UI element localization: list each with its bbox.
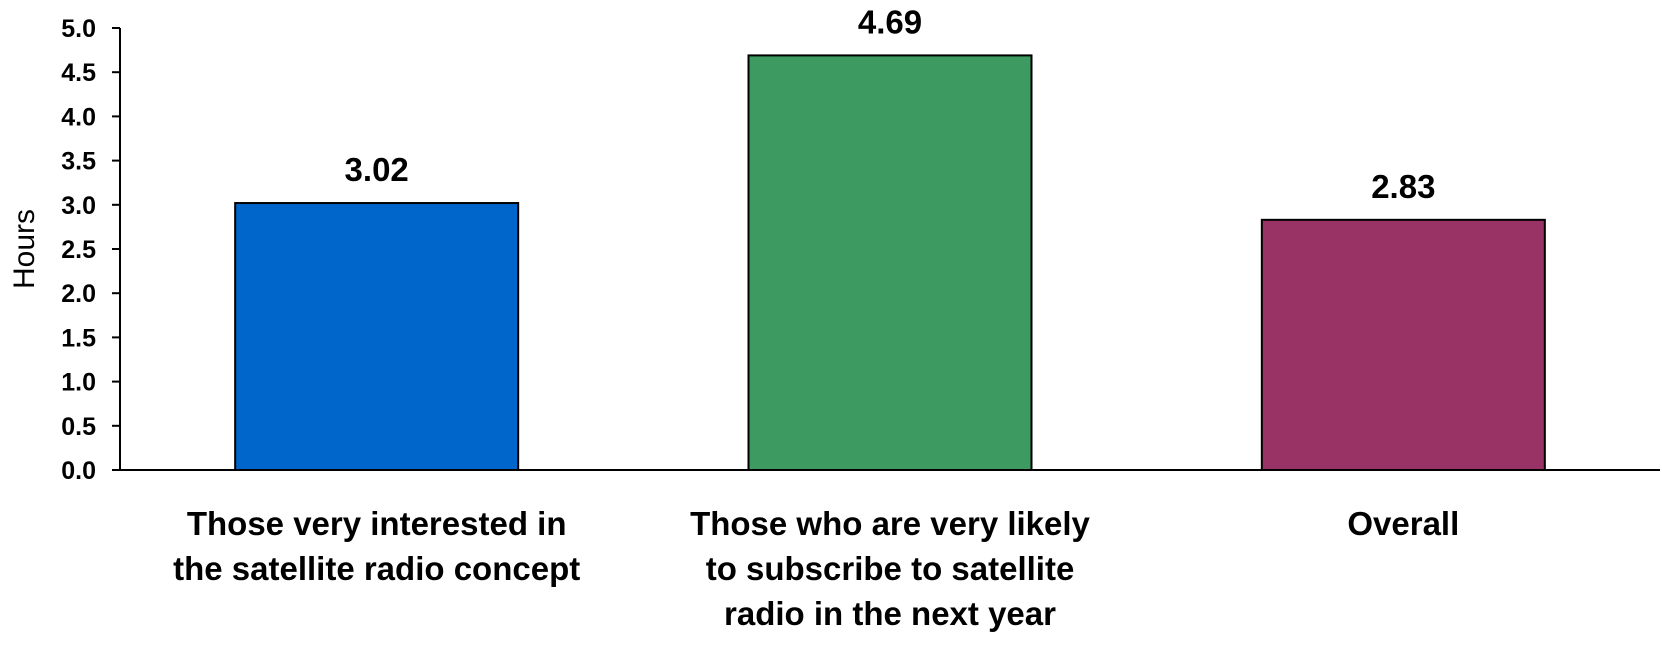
y-tick-label: 5.0 (61, 15, 96, 43)
x-tick-label-line: the satellite radio concept (173, 550, 580, 587)
y-tick-label: 0.5 (61, 413, 96, 441)
y-tick-label: 4.0 (61, 103, 96, 131)
data-label: 2.83 (1371, 168, 1435, 205)
y-tick-label: 2.5 (61, 236, 96, 264)
y-axis: 0.0 0.5 1.0 1.5 2.0 2.5 3.0 3.5 4.0 4.5 5.0 (61, 15, 121, 485)
x-tick-label-line: Overall (1347, 505, 1459, 542)
data-label: 4.69 (858, 3, 922, 40)
y-tick-label: 3.5 (61, 148, 96, 176)
data-label: 3.02 (345, 151, 409, 188)
y-tick-label: 1.5 (61, 324, 96, 352)
x-axis: Those very interested in the satellite ra… (120, 469, 1660, 632)
x-tick-label-line: to subscribe to satellite (706, 550, 1075, 587)
y-tick-label: 0.0 (61, 457, 96, 485)
y-tick-label: 4.5 (61, 59, 96, 87)
bar (234, 202, 520, 471)
bars: 3.02 4.69 2.83 (234, 3, 1546, 472)
y-tick-label: 3.0 (61, 192, 96, 220)
x-tick-label-line: Those very interested in (187, 505, 567, 542)
y-tick-label: 1.0 (61, 369, 96, 397)
y-tick-label: 2.0 (61, 280, 96, 308)
x-tick-label: Overall (1347, 505, 1459, 542)
x-tick-label: Those who are very likely to subscribe to… (690, 505, 1090, 632)
bar (747, 54, 1033, 472)
y-axis-title: Hours (8, 209, 41, 289)
x-tick-label-line: Those who are very likely (690, 505, 1090, 542)
x-tick-label: Those very interested in the satellite ra… (173, 505, 580, 587)
bar (1260, 218, 1546, 471)
x-tick-label-line: radio in the next year (724, 595, 1056, 632)
